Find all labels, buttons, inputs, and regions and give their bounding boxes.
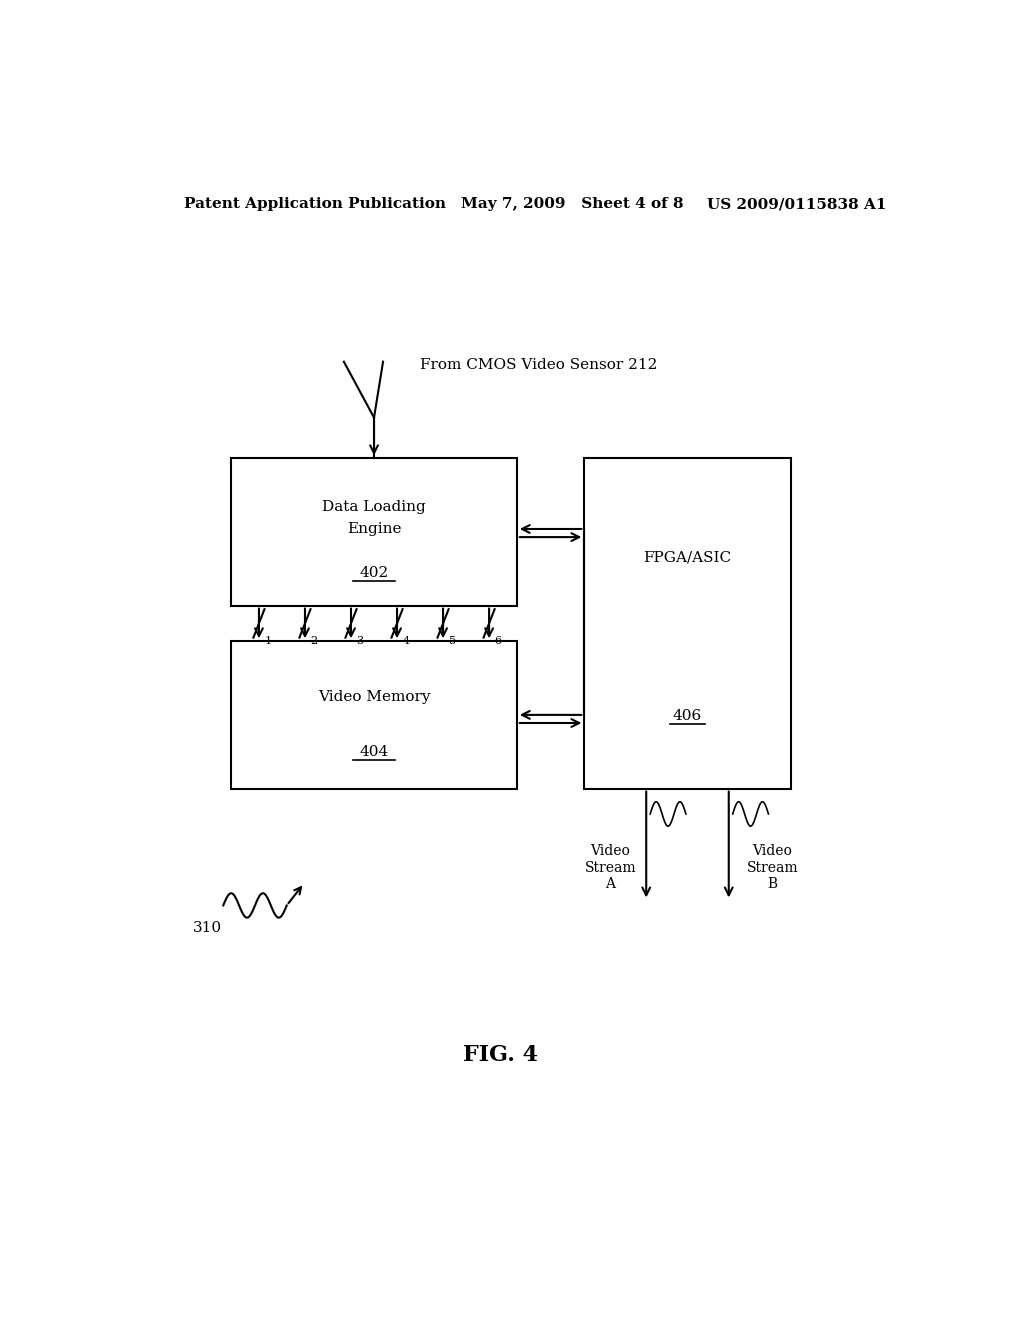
Text: 406: 406 — [673, 709, 702, 723]
Text: Engine: Engine — [347, 521, 401, 536]
Text: Patent Application Publication: Patent Application Publication — [183, 197, 445, 211]
Text: Video
Stream
B: Video Stream B — [746, 845, 799, 891]
Bar — [585, 458, 791, 788]
Bar — [231, 642, 517, 788]
Text: Data Loading: Data Loading — [323, 500, 426, 513]
Text: 402: 402 — [359, 566, 389, 581]
Text: 310: 310 — [193, 921, 222, 935]
Bar — [231, 458, 517, 606]
Text: FPGA/ASIC: FPGA/ASIC — [643, 550, 731, 565]
Text: US 2009/0115838 A1: US 2009/0115838 A1 — [708, 197, 887, 211]
Text: Video Memory: Video Memory — [317, 690, 430, 704]
Text: 6: 6 — [495, 636, 502, 645]
Text: 2: 2 — [310, 636, 317, 645]
Text: 3: 3 — [356, 636, 364, 645]
Text: 1: 1 — [264, 636, 271, 645]
Text: Video
Stream
A: Video Stream A — [585, 845, 636, 891]
Text: May 7, 2009   Sheet 4 of 8: May 7, 2009 Sheet 4 of 8 — [461, 197, 684, 211]
Text: From CMOS Video Sensor 212: From CMOS Video Sensor 212 — [420, 358, 657, 372]
Text: 4: 4 — [402, 636, 410, 645]
Text: 5: 5 — [449, 636, 456, 645]
Text: 404: 404 — [359, 744, 389, 759]
Text: FIG. 4: FIG. 4 — [464, 1044, 539, 1065]
